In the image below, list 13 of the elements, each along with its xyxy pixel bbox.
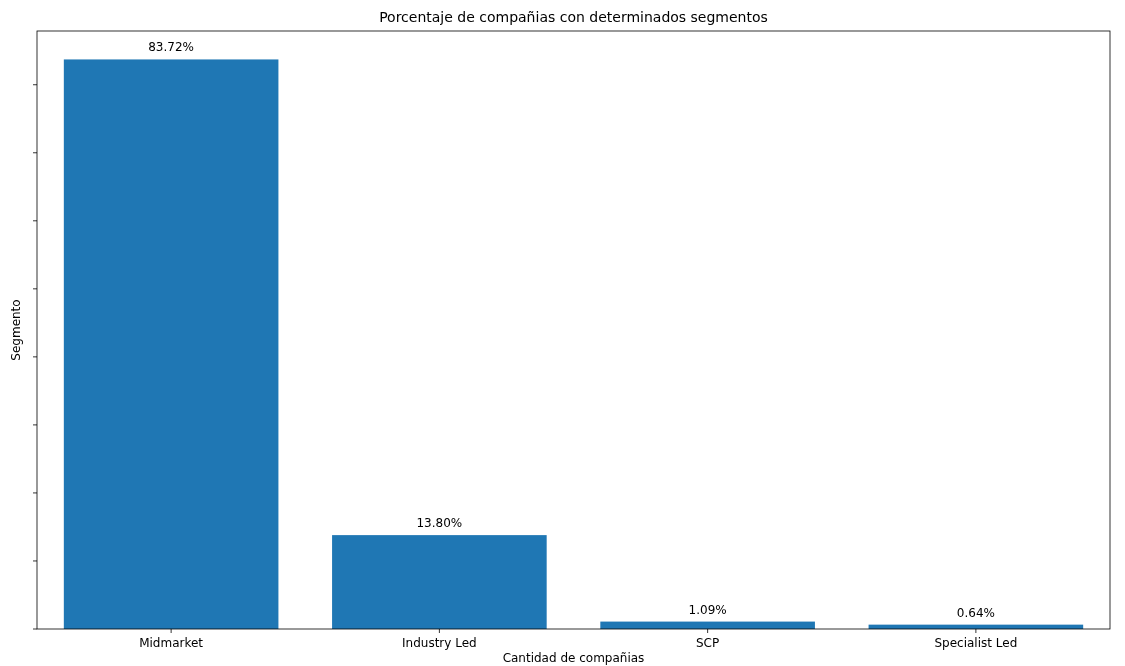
data-label: 13.80%	[416, 516, 463, 531]
x-tick-label: Industry Led	[402, 636, 477, 650]
bar	[332, 535, 547, 629]
data-label: 0.64%	[956, 605, 995, 620]
x-tick-label: SCP	[696, 636, 720, 650]
bar	[63, 59, 279, 629]
chart-title: Porcentaje de compañias con determinados segmentos	[379, 9, 768, 25]
x-axis-title: Cantidad de compañias	[502, 651, 645, 665]
x-tick-label: Specialist Led	[934, 636, 1018, 650]
x-tick-label: Midmarket	[139, 636, 204, 650]
data-label: 1.09%	[688, 602, 727, 617]
data-label: 83.72%	[148, 40, 195, 55]
y-axis-title: Segmento	[9, 299, 23, 361]
